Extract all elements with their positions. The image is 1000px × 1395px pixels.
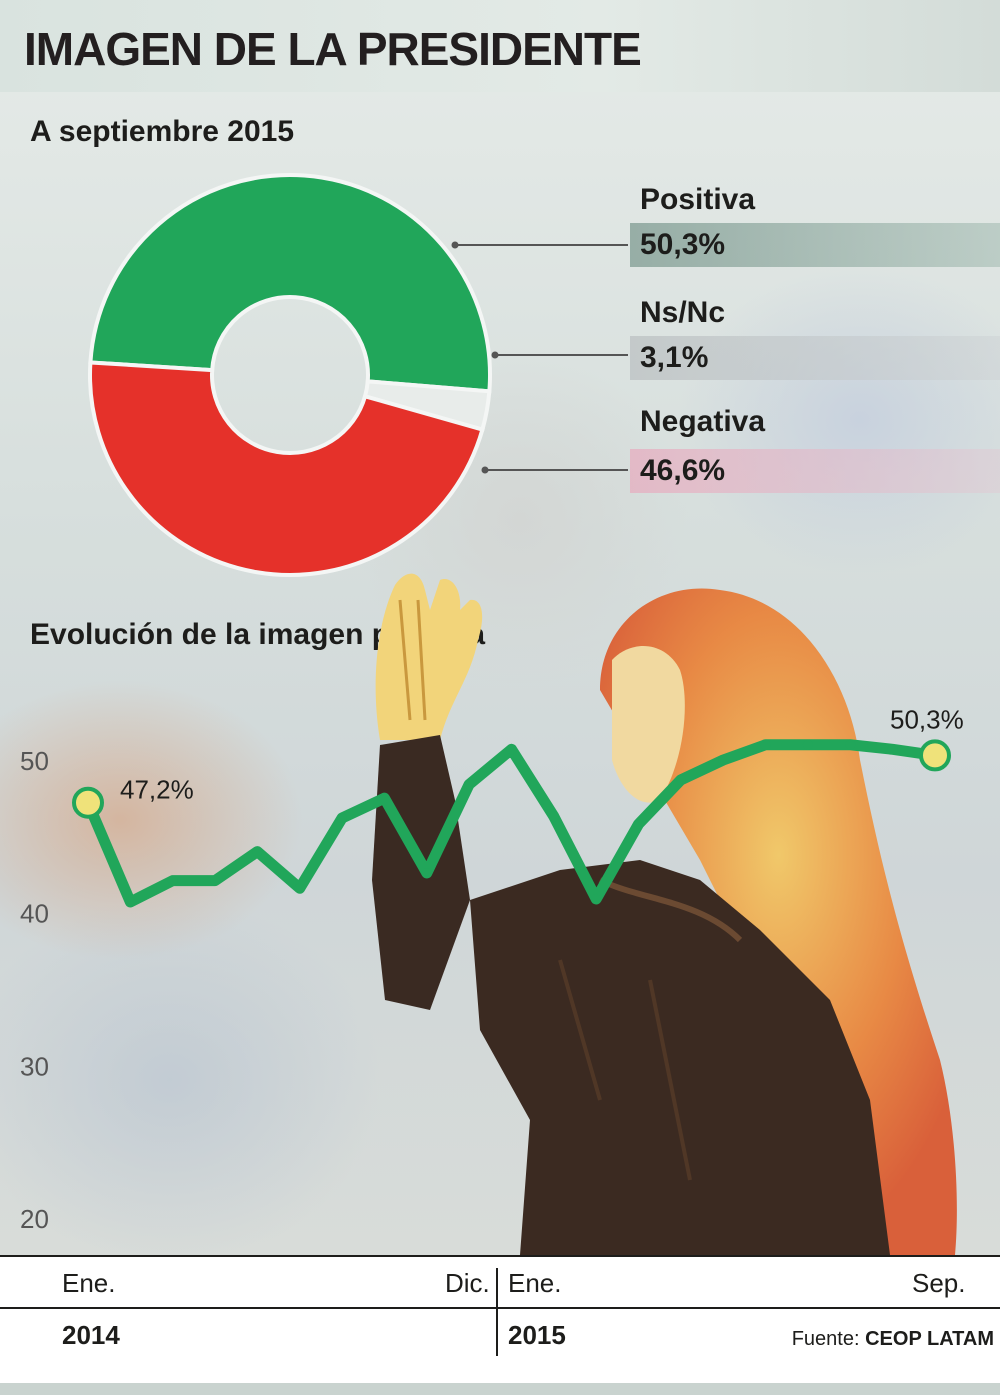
data-point <box>337 813 348 824</box>
legend-label-positiva: Positiva <box>640 183 756 216</box>
legend-leader-lines <box>451 241 628 474</box>
line-chart <box>72 739 951 908</box>
data-point <box>421 867 432 878</box>
year-2015: 2015 <box>508 1320 566 1350</box>
data-point <box>802 739 813 750</box>
year-2014: 2014 <box>62 1320 120 1350</box>
x-tick-ene-2015: Ene. <box>508 1268 562 1298</box>
legend-value-negativa: 46,6% <box>630 449 1000 493</box>
data-point <box>379 793 390 804</box>
legend-label-negativa: Negativa <box>640 405 766 438</box>
data-point <box>633 819 644 830</box>
data-point <box>252 846 263 857</box>
donut-slice-positiva <box>88 173 492 394</box>
x-tick-sep-2015: Sep. <box>912 1268 966 1298</box>
data-label-last: 50,3% <box>890 704 964 734</box>
leader-negativa-dot <box>481 466 489 474</box>
source-note: Fuente: CEOP LATAM <box>792 1328 994 1351</box>
leader-nsnc-dot <box>491 351 499 359</box>
x-axis-mid-rule <box>0 1307 1000 1309</box>
data-point <box>210 875 221 886</box>
title-band <box>0 0 1000 92</box>
data-point <box>675 774 686 785</box>
x-tick-dic-2014: Dic. <box>445 1268 490 1298</box>
y-tick-50: 50 <box>20 746 49 776</box>
data-point <box>548 811 559 822</box>
donut-slice-negativa <box>88 360 485 577</box>
data-point <box>591 893 602 904</box>
y-axis: 20 30 40 50 <box>20 746 49 1234</box>
year-separator <box>496 1268 498 1356</box>
data-point <box>718 755 729 765</box>
data-point <box>506 744 517 755</box>
legend-value-positiva: 50,3% <box>630 223 1000 267</box>
data-point <box>294 883 305 894</box>
page-title: IMAGEN DE LA PRESIDENTE <box>24 23 642 75</box>
data-point <box>887 744 898 755</box>
data-point <box>464 779 475 790</box>
donut-subtitle: A septiembre 2015 <box>30 115 295 148</box>
leader-positiva-dot <box>451 241 459 249</box>
data-point <box>845 739 856 750</box>
source-prefix: Fuente: <box>791 1328 860 1350</box>
donut-chart <box>88 173 492 577</box>
chart-canvas: 20 30 40 50 47,2% 50,3% <box>20 173 964 1234</box>
x-axis-top-rule <box>0 1255 1000 1257</box>
data-point <box>167 875 178 886</box>
start-marker <box>72 786 104 819</box>
x-tick-ene-2014: Ene. <box>62 1268 116 1298</box>
end-marker <box>919 739 951 772</box>
source-name: CEOP LATAM <box>865 1328 994 1350</box>
data-point <box>125 896 136 907</box>
data-point <box>760 739 771 750</box>
legend-label-nsnc: Ns/Nc <box>640 296 726 329</box>
legend-value-nsnc: 3,1% <box>630 336 1000 380</box>
y-tick-40: 40 <box>20 899 49 929</box>
y-tick-30: 30 <box>20 1051 49 1081</box>
bottom-strip <box>0 1383 1000 1395</box>
data-label-first: 47,2% <box>120 775 194 805</box>
y-tick-20: 20 <box>20 1204 49 1234</box>
x-axis-band <box>0 1255 1000 1395</box>
